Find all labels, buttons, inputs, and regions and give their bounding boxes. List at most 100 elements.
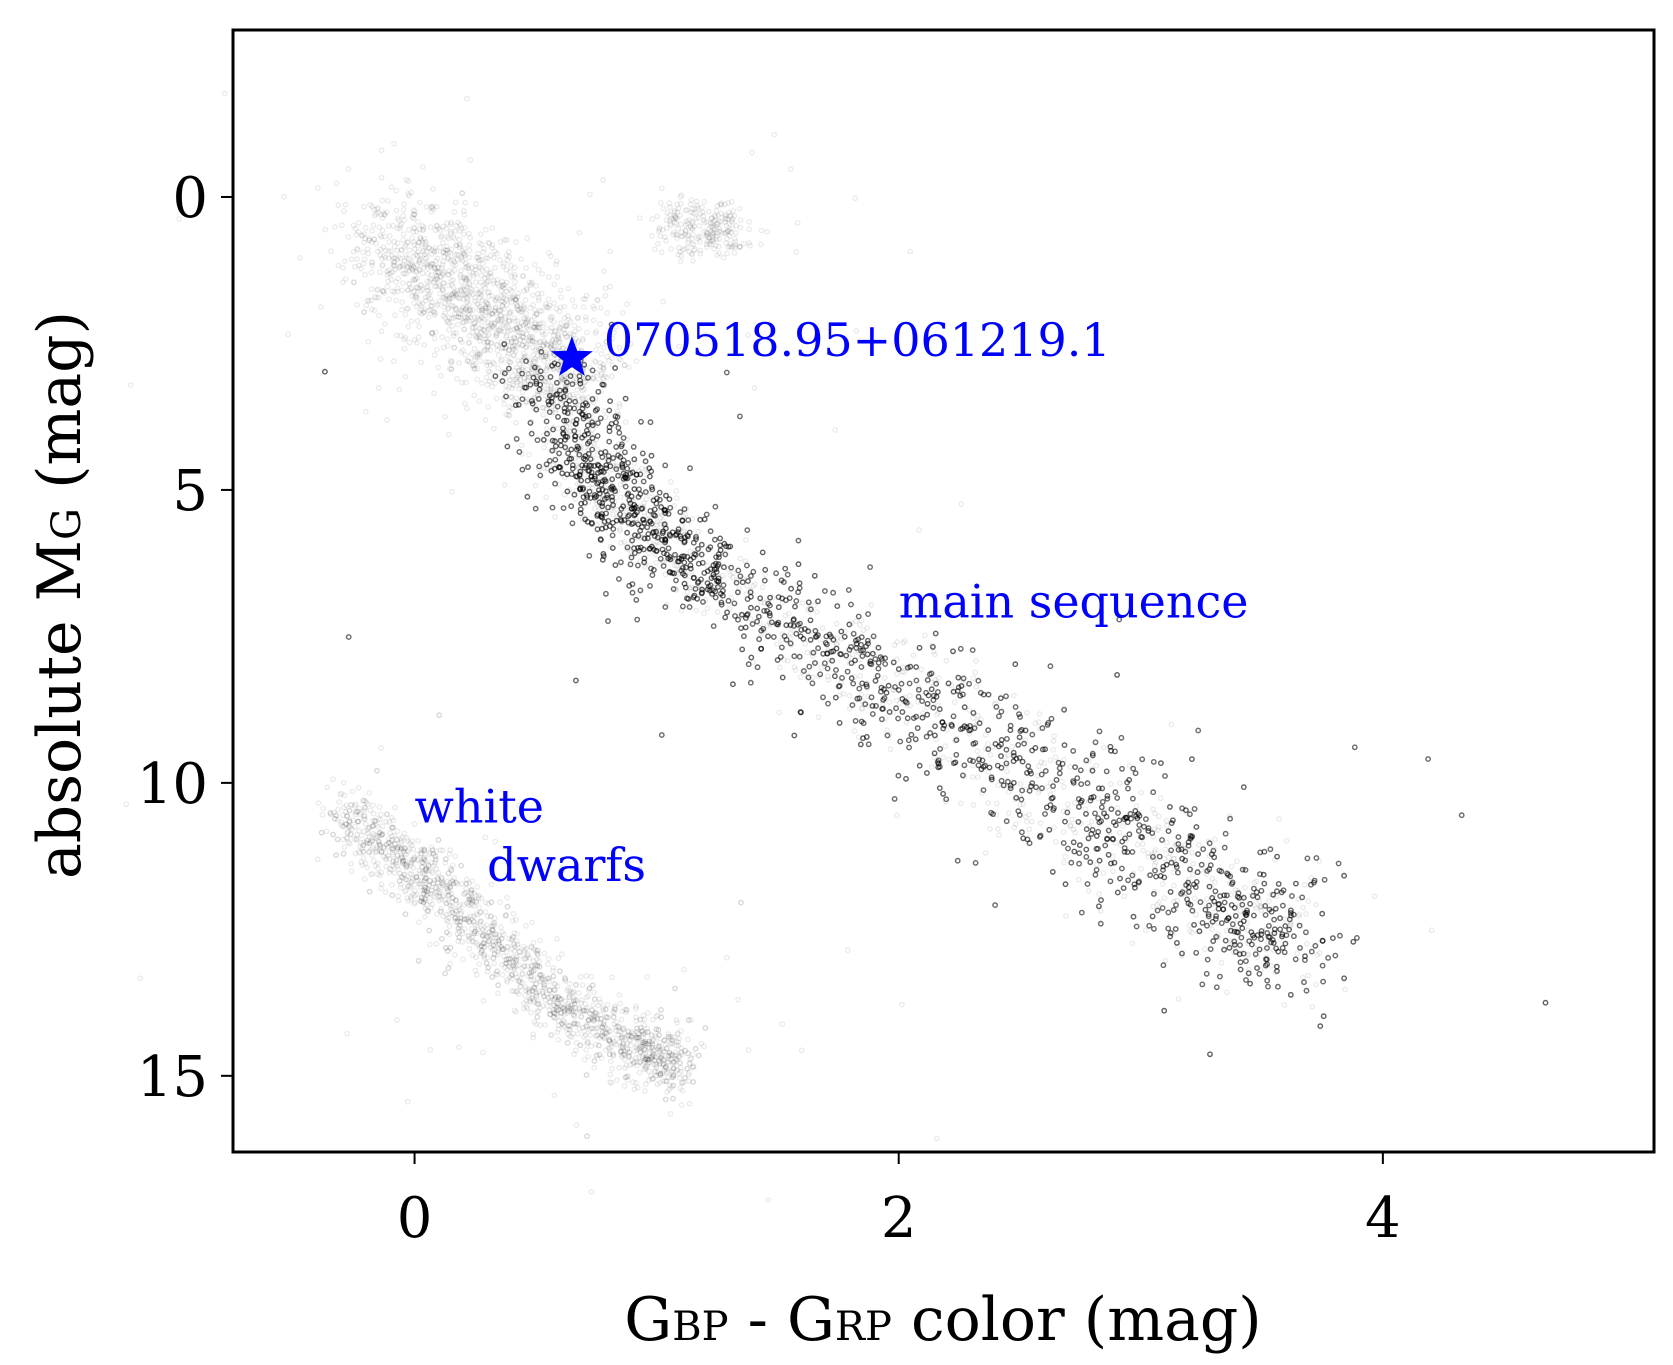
- scatter-point: [951, 699, 958, 706]
- scatter-point: [864, 680, 871, 687]
- scatter-point: [1227, 880, 1234, 886]
- scatter-point: [1263, 926, 1270, 932]
- scatter-point: [550, 397, 557, 404]
- scatter-point: [704, 562, 711, 569]
- scatter-point: [1026, 811, 1032, 818]
- scatter-point: [1209, 926, 1215, 933]
- scatter-point: [1023, 786, 1029, 793]
- scatter-point: [623, 508, 630, 515]
- scatter-point: [598, 472, 604, 478]
- scatter-point: [920, 710, 927, 716]
- scatter-point: [1239, 895, 1246, 902]
- scatter-point: [606, 477, 612, 484]
- scatter-point: [776, 664, 783, 671]
- scatter-point: [614, 506, 621, 513]
- scatter-point: [976, 755, 983, 761]
- scatter-point: [764, 622, 770, 629]
- scatter-point: [1036, 786, 1043, 793]
- scatter-point: [1113, 840, 1119, 846]
- scatter-point: [469, 362, 476, 369]
- scatter-point: [634, 520, 641, 526]
- scatter-point: [585, 447, 592, 454]
- scatter-point: [894, 812, 900, 819]
- scatter-point: [1133, 803, 1140, 810]
- scatter-point: [1305, 898, 1312, 905]
- scatter-point: [1231, 944, 1238, 951]
- scatter-point: [1061, 859, 1067, 866]
- scatter-point: [990, 744, 996, 750]
- scatter-point: [600, 521, 607, 528]
- scatter-point: [1251, 944, 1258, 951]
- scatter-point: [609, 477, 615, 484]
- scatter-point: [818, 664, 825, 671]
- scatter-point: [764, 597, 771, 604]
- scatter-point: [1165, 854, 1172, 861]
- scatter-point: [656, 539, 663, 546]
- scatter-point: [1026, 826, 1033, 833]
- scatter-point: [1151, 826, 1158, 833]
- scatter-point: [1151, 810, 1158, 817]
- scatter-point: [1157, 795, 1164, 802]
- scatter-point: [916, 527, 923, 533]
- scatter-point: [972, 669, 979, 676]
- scatter-point: [1286, 922, 1293, 929]
- scatter-point: [1074, 779, 1081, 786]
- scatter-point: [1195, 928, 1202, 935]
- scatter-point: [804, 649, 811, 656]
- scatter-point: [1163, 817, 1170, 824]
- scatter-point: [737, 555, 744, 562]
- scatter-point: [1097, 907, 1104, 914]
- scatter-point: [682, 511, 689, 518]
- scatter-point: [918, 666, 925, 673]
- scatter-point: [660, 518, 667, 524]
- scatter-point: [1009, 743, 1016, 750]
- scatter-point: [1108, 781, 1114, 787]
- scatter-point: [629, 534, 635, 541]
- scatter-point: [1017, 781, 1024, 787]
- scatter-point: [589, 397, 596, 404]
- scatter-point: [931, 754, 937, 761]
- scatter-point: [861, 701, 867, 708]
- scatter-point: [592, 395, 599, 402]
- scatter-point: [1068, 816, 1075, 823]
- scatter-point: [1037, 725, 1044, 732]
- scatter-point: [1253, 878, 1260, 885]
- scatter-point: [1061, 783, 1067, 790]
- scatter-point: [673, 488, 680, 494]
- scatter-point: [1047, 779, 1054, 786]
- scatter-point: [628, 543, 634, 549]
- scatter-point: [792, 667, 799, 673]
- scatter-point: [486, 378, 493, 385]
- scatter-point: [540, 404, 547, 411]
- scatter-point: [1263, 946, 1270, 953]
- scatter-point: [1064, 801, 1071, 807]
- scatter-point: [1089, 766, 1095, 773]
- scatter-point: [985, 800, 992, 806]
- scatter-point: [974, 748, 981, 755]
- scatter-point: [970, 762, 976, 769]
- scatter-point: [1150, 903, 1157, 910]
- scatter-point: [1051, 733, 1058, 739]
- scatter-point: [1155, 824, 1162, 830]
- scatter-point: [779, 631, 786, 637]
- scatter-point: [778, 637, 785, 644]
- scatter-point: [757, 613, 763, 620]
- scatter-point: [840, 690, 847, 697]
- scatter-point: [958, 683, 964, 689]
- scatter-point: [849, 651, 856, 658]
- scatter-point: [752, 581, 758, 587]
- scatter-point: [615, 466, 622, 472]
- scatter-point: [1271, 856, 1278, 863]
- scatter-point: [593, 500, 600, 507]
- scatter-point: [574, 462, 580, 469]
- scatter-point: [1032, 720, 1039, 727]
- scatter-point: [530, 364, 537, 370]
- scatter-point: [710, 584, 717, 590]
- scatter-point: [743, 537, 749, 543]
- scatter-point: [1241, 910, 1248, 917]
- scatter-point: [982, 850, 989, 856]
- scatter-point: [1076, 842, 1083, 849]
- scatter-point: [1295, 913, 1302, 920]
- scatter-point: [1051, 824, 1057, 831]
- scatter-point: [551, 447, 557, 454]
